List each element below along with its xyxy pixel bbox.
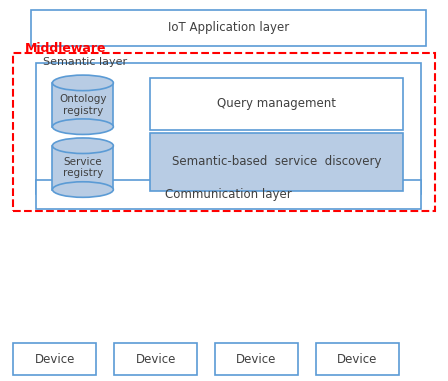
- FancyBboxPatch shape: [150, 78, 403, 130]
- Text: Communication layer: Communication layer: [165, 188, 292, 201]
- Text: Semantic layer: Semantic layer: [43, 58, 127, 67]
- Text: Device: Device: [236, 352, 277, 366]
- Ellipse shape: [52, 119, 113, 134]
- Text: Device: Device: [34, 352, 75, 366]
- Text: Semantic-based  service  discovery: Semantic-based service discovery: [172, 155, 381, 168]
- FancyBboxPatch shape: [150, 133, 403, 190]
- FancyBboxPatch shape: [36, 63, 421, 194]
- Text: Device: Device: [337, 352, 378, 366]
- FancyBboxPatch shape: [13, 343, 96, 375]
- Text: Device: Device: [135, 352, 176, 366]
- Ellipse shape: [52, 138, 113, 154]
- Ellipse shape: [52, 182, 113, 197]
- FancyBboxPatch shape: [114, 343, 197, 375]
- Text: Ontology
registry: Ontology registry: [59, 94, 107, 115]
- Polygon shape: [52, 83, 113, 126]
- Text: Query management: Query management: [217, 97, 336, 110]
- FancyBboxPatch shape: [316, 343, 399, 375]
- FancyBboxPatch shape: [31, 10, 426, 46]
- Text: IoT Application layer: IoT Application layer: [168, 21, 289, 34]
- Text: Service
registry: Service registry: [63, 157, 103, 178]
- FancyBboxPatch shape: [36, 180, 421, 209]
- FancyBboxPatch shape: [215, 343, 298, 375]
- Polygon shape: [52, 146, 113, 189]
- Ellipse shape: [52, 75, 113, 91]
- Text: Middleware: Middleware: [25, 42, 106, 55]
